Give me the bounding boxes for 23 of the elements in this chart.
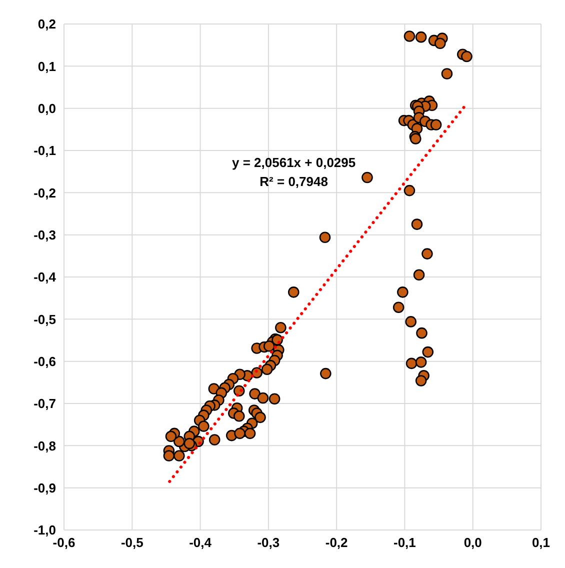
x-tick-label: -0,4 <box>189 535 212 550</box>
x-tick-label: -0,3 <box>257 535 280 550</box>
x-tick-label: -0,1 <box>394 535 416 550</box>
y-tick-label: 0,1 <box>38 58 56 74</box>
x-tick-label: 0,1 <box>532 535 550 550</box>
y-tick-label: 0,2 <box>38 16 56 32</box>
y-tick-label: -0,6 <box>34 354 56 369</box>
y-tick-label: -0,8 <box>34 438 56 454</box>
y-tick-label: -0,3 <box>34 227 56 242</box>
y-tick-label: -0,2 <box>34 185 56 200</box>
y-tick-label: -0,4 <box>34 270 57 285</box>
x-tick-label: -0,6 <box>52 535 76 550</box>
y-tick-label: -0,7 <box>34 396 56 412</box>
annotation: R² = 0,7948 <box>258 173 329 191</box>
x-tick-label: -0,2 <box>325 535 348 550</box>
y-tick-label: -0,5 <box>34 312 56 327</box>
y-tick-label: -0,9 <box>34 480 56 496</box>
x-tick-label: 0,0 <box>464 535 482 550</box>
y-tick-label: -1,0 <box>34 522 56 538</box>
annotation: y = 2,0561x + 0,0295 <box>232 154 356 172</box>
x-tick-label: -0,5 <box>120 535 144 550</box>
y-tick-label: -0,1 <box>34 143 56 158</box>
y-tick-label: 0,0 <box>38 100 56 116</box>
